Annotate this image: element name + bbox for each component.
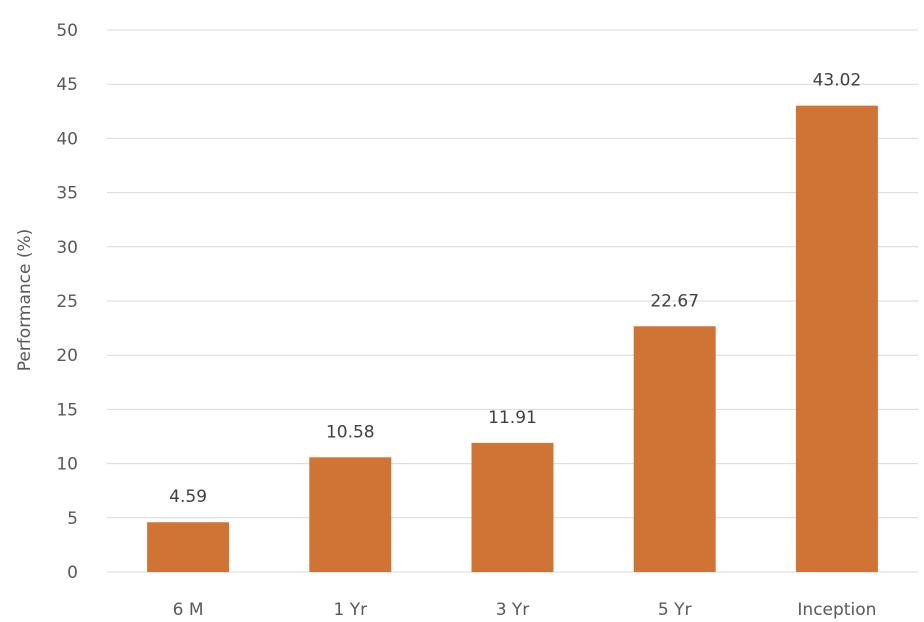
y-tick-label: 35: [56, 184, 78, 204]
gridlines: [107, 29, 918, 573]
y-tick-label: 15: [56, 400, 78, 420]
y-tick-label: 25: [56, 292, 78, 312]
y-tick-label: 0: [67, 563, 78, 583]
x-axis-ticks: 6 M 1 Yr 3 Yr 5 Yr Inception: [173, 600, 877, 620]
y-tick-label: 50: [56, 21, 78, 41]
data-label: 10.58: [326, 422, 375, 442]
bars: [147, 105, 878, 572]
bar: [309, 457, 392, 572]
x-tick-label: 6 M: [173, 600, 204, 620]
data-label: 4.59: [169, 487, 207, 507]
y-axis-label: Performance (%): [15, 229, 35, 372]
y-tick-label: 30: [56, 238, 78, 258]
x-tick-label: 5 Yr: [658, 600, 692, 620]
y-axis-ticks: 0 5 10 15 20 25 30 35 40 45 50: [56, 21, 78, 583]
x-tick-label: 3 Yr: [496, 600, 530, 620]
y-tick-label: 40: [56, 129, 78, 149]
x-tick-label: 1 Yr: [334, 600, 368, 620]
y-tick-label: 5: [67, 509, 78, 529]
data-label: 22.67: [650, 291, 699, 311]
bar: [795, 105, 878, 572]
bar: [633, 326, 716, 572]
bar: [147, 522, 230, 572]
data-labels: 4.59 10.58 11.91 22.67 43.02: [169, 71, 861, 508]
data-label: 11.91: [488, 408, 537, 428]
data-label: 43.02: [813, 71, 862, 91]
y-tick-label: 45: [56, 75, 78, 95]
y-tick-label: 20: [56, 346, 78, 366]
bar: [471, 442, 554, 572]
y-tick-label: 10: [56, 455, 78, 475]
x-tick-label: Inception: [797, 600, 876, 620]
